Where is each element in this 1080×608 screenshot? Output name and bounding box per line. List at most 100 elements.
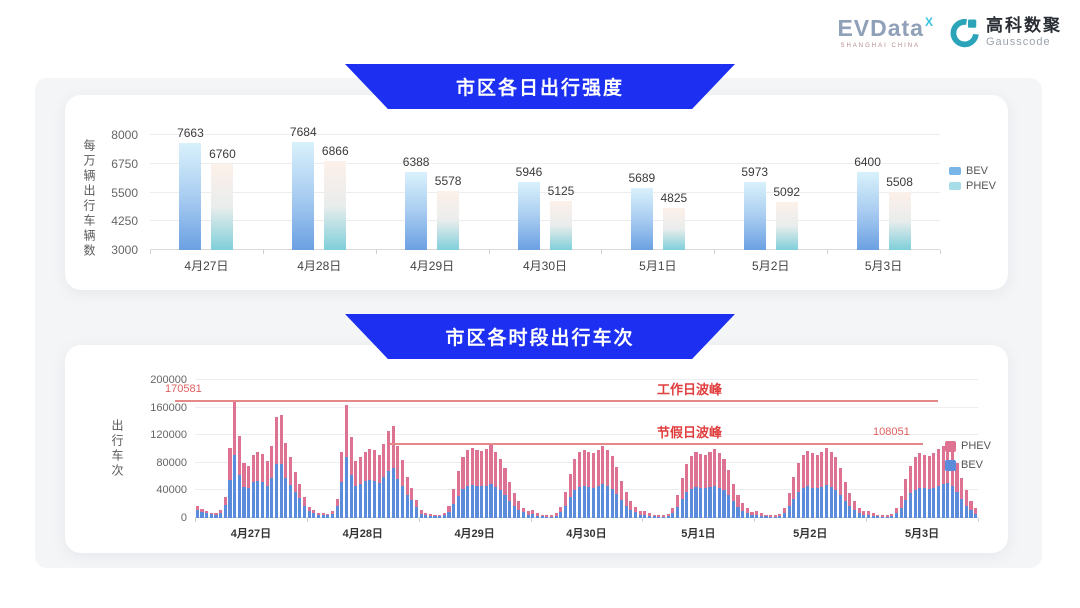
y-tick-label: 3000: [111, 243, 138, 257]
bar-bev: [852, 510, 857, 518]
bar-phev: [358, 457, 363, 485]
bar-value-label: 6866: [321, 144, 349, 159]
y-tick-label: 4250: [111, 214, 138, 229]
bar-phev: [922, 454, 926, 489]
bar-phev: [540, 514, 544, 517]
bar-value-label: 5578: [434, 173, 462, 188]
bar-phev: [657, 515, 661, 517]
bar-bev: [834, 489, 838, 518]
bar-bev: [955, 492, 959, 518]
bar-bev: [456, 495, 460, 518]
workday-peak-value: 170581: [165, 383, 202, 396]
bar-phev: [568, 473, 572, 498]
bar-phev: [298, 483, 302, 498]
x-tick-mark: [375, 250, 377, 254]
bar-bev: [936, 485, 940, 518]
bar-bev: [647, 515, 651, 518]
bar-bev: [517, 509, 521, 518]
bar-bev: [745, 513, 749, 518]
bar-bev: [964, 505, 968, 518]
bar-phev: [731, 483, 735, 502]
gausscode-cn-name: 高科数聚: [986, 16, 1062, 36]
bar-phev: [265, 461, 269, 487]
legend-item-phev[interactable]: PHEV: [949, 180, 996, 192]
x-tick-mark: [642, 518, 644, 522]
bar-bev: [293, 492, 297, 518]
bar-bev: [629, 509, 633, 518]
bar-phev: [619, 480, 624, 501]
y-tick-label: 5500: [111, 185, 138, 200]
bar-phev: [211, 163, 234, 250]
bar-bev: [941, 484, 945, 518]
bar-bev: [298, 498, 302, 518]
bar-phev: [247, 465, 251, 489]
bar-bev: [518, 182, 540, 250]
holiday-peak-line: [390, 443, 923, 446]
bar-phev: [550, 201, 572, 250]
bar-bev: [787, 506, 791, 518]
bar-bev: [577, 486, 582, 518]
legend-item-bev[interactable]: BEV: [949, 165, 996, 177]
bar-phev: [703, 455, 707, 489]
bar-bev: [275, 464, 279, 518]
bar-phev: [498, 458, 502, 491]
bar-bev: [638, 514, 642, 518]
legend-label: BEV: [961, 459, 984, 471]
bar-bev: [447, 511, 451, 518]
bar-bev: [219, 513, 223, 518]
bar-bev: [615, 493, 619, 518]
bar-phev: [866, 511, 871, 515]
bar-phev: [237, 435, 241, 475]
bar-phev: [964, 490, 968, 506]
daily-intensity-chart-card: 每万辆出行车辆数 3000 4250 5500 6750 8000 4月27日 7663 67…: [65, 95, 1008, 290]
x-axis-label: 4月27日: [184, 259, 229, 273]
bar-phev: [251, 454, 255, 483]
bar-bev: [363, 481, 367, 518]
bar-bev: [279, 463, 283, 518]
bar-bev: [918, 487, 922, 518]
bar-phev: [615, 466, 619, 494]
bar-bev: [461, 489, 465, 518]
bar-phev: [894, 508, 898, 514]
bar-phev: [792, 476, 796, 499]
x-axis-label: 5月3日: [904, 528, 940, 540]
bar-bev: [233, 455, 237, 518]
legend-swatch: [949, 167, 961, 175]
gridline: [195, 517, 978, 518]
bar-phev: [275, 417, 279, 465]
bar-bev: [950, 486, 954, 518]
bar-bev: [675, 506, 679, 518]
bar-bev: [750, 514, 754, 518]
bar-phev: [689, 455, 693, 490]
bar-bev: [727, 495, 731, 518]
legend-item-phev[interactable]: PHEV: [945, 440, 991, 452]
bar-bev: [526, 514, 530, 518]
legend-item-bev[interactable]: BEV: [945, 459, 991, 471]
bar-bev: [685, 492, 689, 518]
y-tick-label: 160000: [150, 401, 187, 414]
bar-phev: [386, 431, 390, 472]
bar-phev: [563, 491, 568, 506]
legend-label: BEV: [966, 165, 989, 177]
y-tick-label: 6750: [111, 156, 138, 171]
bar-bev: [386, 471, 390, 518]
bar-phev: [755, 511, 759, 515]
bar-bev: [242, 486, 246, 518]
bar-bev: [731, 501, 735, 518]
bar-bev: [946, 482, 950, 518]
bar-phev: [582, 449, 586, 486]
bar-bev: [531, 514, 535, 518]
bar-bev: [820, 486, 824, 518]
bar-phev: [736, 494, 740, 507]
bar-phev: [685, 464, 689, 493]
bar-phev: [400, 460, 404, 487]
bar-bev: [713, 485, 717, 518]
bar-bev: [783, 512, 787, 518]
gridline: [195, 406, 978, 408]
bar-bev: [424, 515, 428, 518]
bar-phev: [852, 501, 857, 511]
bar-phev: [396, 446, 400, 480]
gausscode-en-name: Gausscode: [986, 35, 1051, 48]
bar-phev: [382, 443, 386, 478]
bar-phev: [335, 498, 339, 506]
